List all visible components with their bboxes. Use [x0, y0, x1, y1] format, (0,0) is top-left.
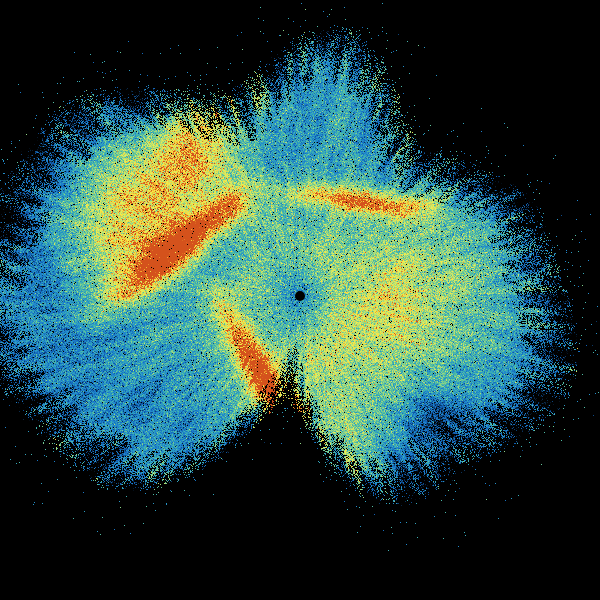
intensity-heatmap-canvas	[0, 0, 600, 600]
image-viewport: Diffuse X-ray Intensity Map blue-cyan-gr…	[0, 0, 600, 600]
